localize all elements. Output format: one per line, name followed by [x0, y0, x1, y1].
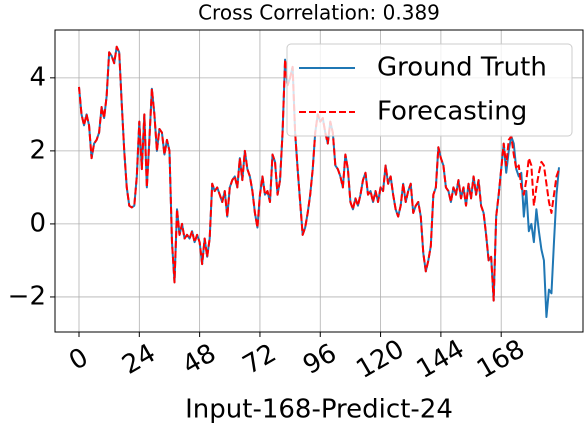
x-tick-label: 168	[472, 334, 530, 385]
x-tick-label: 48	[178, 338, 222, 381]
x-tick-label: 72	[238, 338, 282, 381]
legend: Ground Truth Forecasting	[286, 43, 573, 137]
legend-label: Ground Truth	[377, 53, 547, 83]
x-tick-label: 96	[298, 338, 342, 381]
chart-title: Cross Correlation: 0.389	[198, 1, 440, 25]
x-tick-label: 144	[412, 334, 470, 385]
x-tick-label: 24	[117, 338, 161, 381]
y-tick-label: 2	[29, 135, 46, 165]
legend-label: Forecasting	[377, 97, 527, 127]
x-axis-label: Input-168-Predict-24	[185, 395, 453, 425]
x-tick-label: 120	[351, 334, 409, 385]
x-tick-label: 0	[64, 342, 93, 376]
y-tick-label: 4	[29, 62, 46, 92]
y-tick-label: −2	[8, 281, 46, 311]
legend-box	[286, 43, 573, 137]
y-tick-label: 0	[29, 208, 46, 238]
plot-frame	[54, 29, 584, 333]
